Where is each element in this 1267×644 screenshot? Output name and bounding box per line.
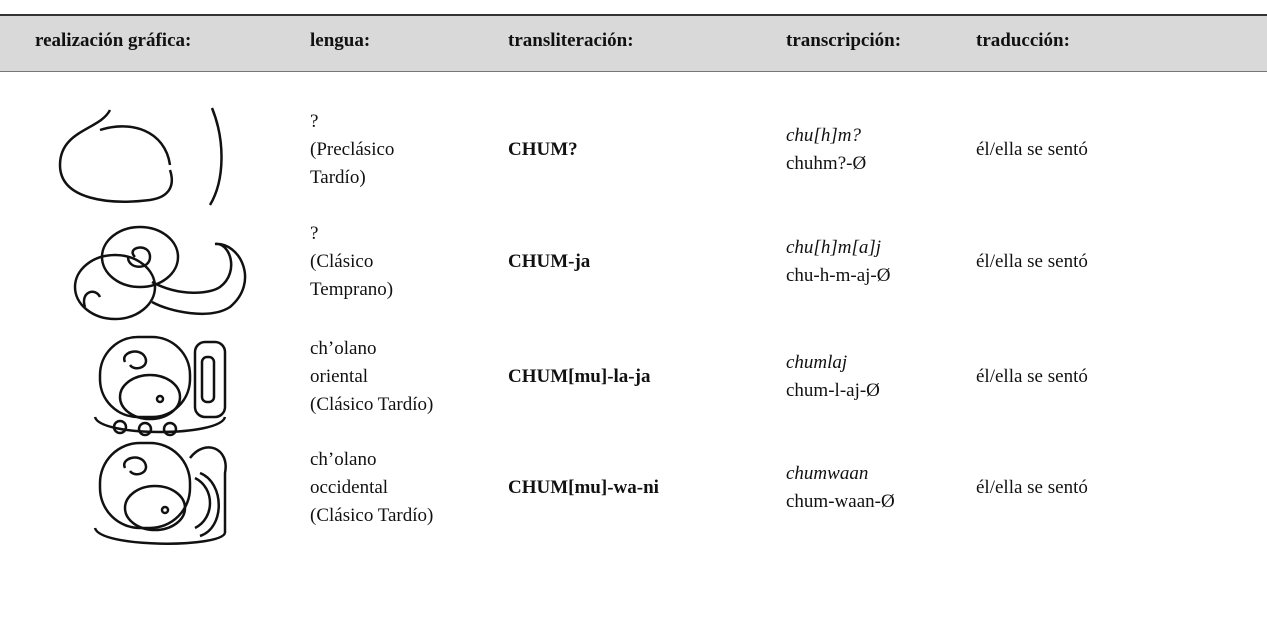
language-line: occidental <box>310 477 389 498</box>
column-header: realización gráfica: <box>35 30 192 51</box>
transliteration: CHUM? <box>508 139 578 160</box>
translation: él/ella se sentó <box>976 477 1088 498</box>
translation: él/ella se sentó <box>976 251 1088 272</box>
language: ch’olano oriental (Clásico Tardío) <box>310 335 433 419</box>
language-line: (Clásico <box>310 251 374 272</box>
transcription-plain: chu-h-m-aj-Ø <box>786 265 891 286</box>
language-line: ch’olano <box>310 338 377 359</box>
language: ch’olano occidental (Clásico Tardío) <box>310 446 433 530</box>
language-line: Tardío) <box>310 167 366 188</box>
language: ? (Clásico Temprano) <box>310 220 393 304</box>
column-header: traducción: <box>976 30 1070 51</box>
glyph <box>93 335 227 437</box>
language-line: (Preclásico <box>310 139 395 160</box>
translation: él/ella se sentó <box>976 366 1088 387</box>
transcription: chumlaj chum-l-aj-Ø <box>786 349 880 405</box>
transcription: chumwaan chum-waan-Ø <box>786 460 895 516</box>
language-line: ? <box>310 111 319 132</box>
transcription-plain: chum-waan-Ø <box>786 491 895 512</box>
transliteration: CHUM[mu]-wa-ni <box>508 477 659 498</box>
glyph <box>58 107 223 206</box>
language-line: (Clásico Tardío) <box>310 505 434 526</box>
header-band <box>0 14 1267 72</box>
transcription: chu[h]m? chuhm?-Ø <box>786 122 866 178</box>
language-line: oriental <box>310 366 369 387</box>
language: ? (Preclásico Tardío) <box>310 108 394 192</box>
glyph <box>93 441 227 545</box>
transcription-italic: chu[h]m[a]j <box>786 237 882 258</box>
language-line: ? <box>310 223 319 244</box>
transcription-italic: chumlaj <box>786 352 848 373</box>
transcription-italic: chu[h]m? <box>786 125 861 146</box>
transcription-italic: chumwaan <box>786 463 869 484</box>
language-line: ch’olano <box>310 449 377 470</box>
transliteration: CHUM[mu]-la-ja <box>508 366 651 387</box>
transcription: chu[h]m[a]j chu-h-m-aj-Ø <box>786 234 890 290</box>
language-line: Temprano) <box>310 279 394 300</box>
transliteration: CHUM-ja <box>508 251 591 272</box>
transcription-plain: chuhm?-Ø <box>786 153 867 174</box>
translation: él/ella se sentó <box>976 139 1088 160</box>
column-header: lengua: <box>310 30 371 51</box>
column-header: transcripción: <box>786 30 902 51</box>
glyph <box>73 225 247 321</box>
transcription-plain: chum-l-aj-Ø <box>786 380 880 401</box>
column-header: transliteración: <box>508 30 634 51</box>
language-line: (Clásico Tardío) <box>310 394 434 415</box>
